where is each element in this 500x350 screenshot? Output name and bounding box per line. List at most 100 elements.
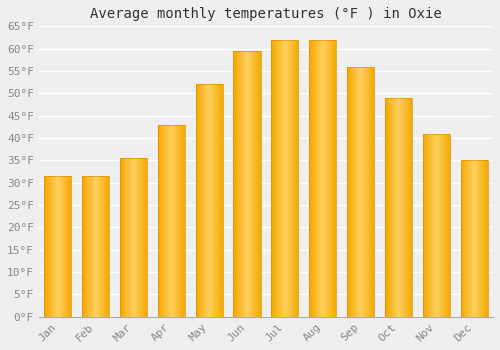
- Bar: [406, 98, 407, 317]
- Bar: [398, 98, 399, 317]
- Bar: [388, 98, 389, 317]
- Bar: [90, 176, 91, 317]
- Bar: [327, 40, 328, 317]
- Bar: [132, 158, 133, 317]
- Bar: [57, 176, 58, 317]
- Bar: [466, 160, 467, 317]
- Bar: [332, 40, 333, 317]
- Bar: [469, 160, 470, 317]
- Bar: [60, 176, 61, 317]
- Bar: [250, 51, 251, 317]
- Bar: [367, 66, 368, 317]
- Bar: [46, 176, 47, 317]
- Bar: [259, 51, 260, 317]
- Bar: [437, 134, 438, 317]
- Bar: [477, 160, 478, 317]
- Bar: [61, 176, 62, 317]
- Bar: [214, 84, 215, 317]
- Bar: [401, 98, 402, 317]
- Bar: [209, 84, 210, 317]
- Bar: [62, 176, 63, 317]
- Bar: [368, 66, 370, 317]
- Bar: [485, 160, 486, 317]
- Bar: [399, 98, 400, 317]
- Bar: [241, 51, 242, 317]
- Bar: [121, 158, 122, 317]
- Bar: [221, 84, 222, 317]
- Bar: [218, 84, 219, 317]
- Bar: [210, 84, 211, 317]
- Bar: [422, 134, 423, 317]
- Bar: [70, 176, 71, 317]
- Bar: [480, 160, 481, 317]
- Bar: [161, 125, 162, 317]
- Bar: [199, 84, 200, 317]
- Bar: [120, 158, 147, 317]
- Bar: [271, 40, 298, 317]
- Bar: [181, 125, 182, 317]
- Bar: [410, 98, 411, 317]
- Bar: [204, 84, 205, 317]
- Bar: [313, 40, 314, 317]
- Bar: [476, 160, 477, 317]
- Bar: [120, 158, 121, 317]
- Bar: [284, 40, 285, 317]
- Bar: [162, 125, 163, 317]
- Bar: [297, 40, 298, 317]
- Bar: [426, 134, 427, 317]
- Bar: [310, 40, 312, 317]
- Bar: [238, 51, 239, 317]
- Bar: [253, 51, 254, 317]
- Bar: [468, 160, 469, 317]
- Bar: [272, 40, 273, 317]
- Bar: [350, 66, 351, 317]
- Bar: [133, 158, 134, 317]
- Bar: [234, 51, 260, 317]
- Bar: [424, 134, 425, 317]
- Bar: [464, 160, 465, 317]
- Bar: [328, 40, 330, 317]
- Bar: [235, 51, 236, 317]
- Bar: [58, 176, 59, 317]
- Bar: [321, 40, 322, 317]
- Bar: [356, 66, 357, 317]
- Bar: [474, 160, 475, 317]
- Bar: [201, 84, 202, 317]
- Bar: [130, 158, 132, 317]
- Bar: [244, 51, 245, 317]
- Bar: [441, 134, 442, 317]
- Bar: [487, 160, 488, 317]
- Bar: [435, 134, 436, 317]
- Bar: [322, 40, 324, 317]
- Bar: [100, 176, 101, 317]
- Bar: [126, 158, 127, 317]
- Bar: [198, 84, 199, 317]
- Bar: [88, 176, 89, 317]
- Bar: [246, 51, 247, 317]
- Bar: [422, 134, 450, 317]
- Bar: [436, 134, 437, 317]
- Bar: [365, 66, 366, 317]
- Bar: [479, 160, 480, 317]
- Bar: [96, 176, 97, 317]
- Bar: [239, 51, 240, 317]
- Bar: [354, 66, 355, 317]
- Bar: [443, 134, 444, 317]
- Bar: [461, 160, 462, 317]
- Bar: [71, 176, 72, 317]
- Bar: [286, 40, 287, 317]
- Bar: [465, 160, 466, 317]
- Bar: [245, 51, 246, 317]
- Bar: [285, 40, 286, 317]
- Bar: [53, 176, 54, 317]
- Bar: [370, 66, 371, 317]
- Bar: [430, 134, 431, 317]
- Bar: [124, 158, 126, 317]
- Bar: [136, 158, 138, 317]
- Bar: [314, 40, 315, 317]
- Bar: [141, 158, 142, 317]
- Bar: [334, 40, 335, 317]
- Bar: [347, 66, 348, 317]
- Bar: [237, 51, 238, 317]
- Bar: [167, 125, 168, 317]
